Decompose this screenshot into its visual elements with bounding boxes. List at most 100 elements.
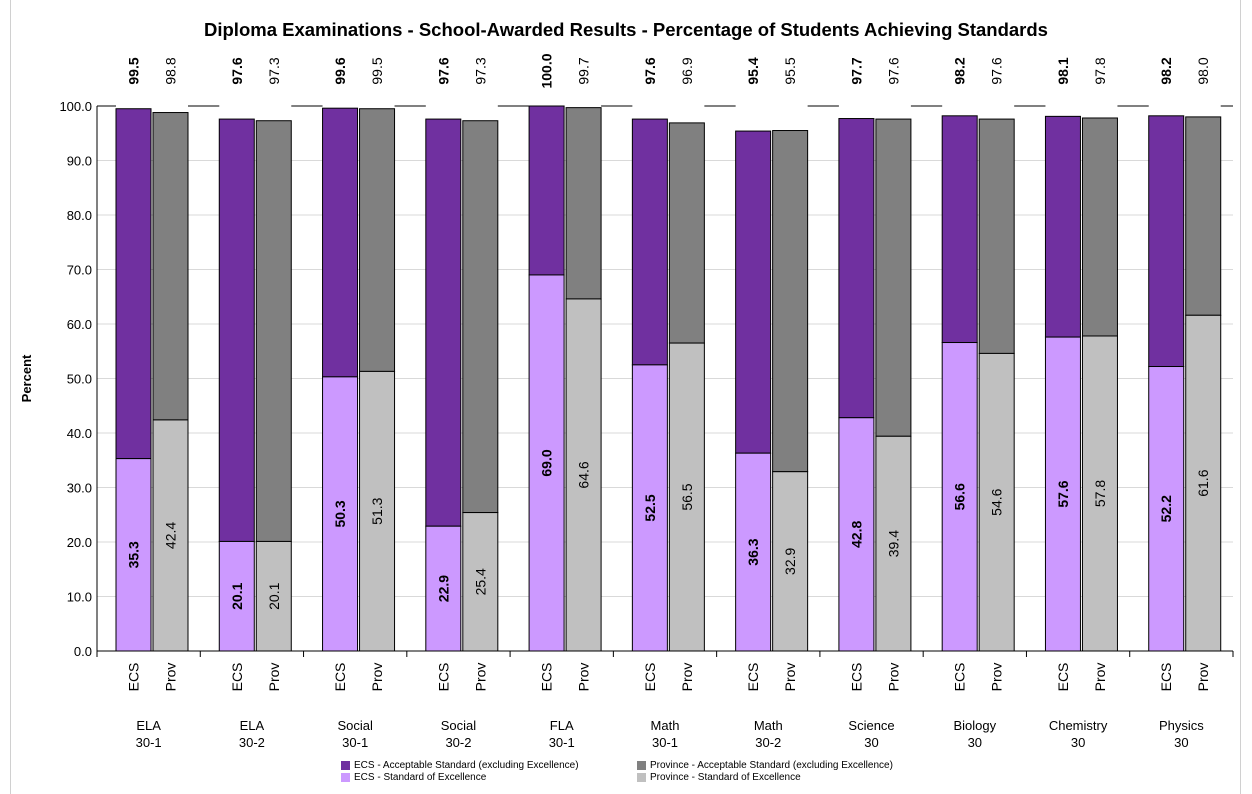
bar-category-label: Prov bbox=[163, 663, 179, 692]
bar-category-label: Prov bbox=[576, 663, 592, 692]
ecs-excellence-label: 69.0 bbox=[539, 449, 555, 476]
legend-item-ecs-acceptable: ECS - Acceptable Standard (excluding Exc… bbox=[341, 760, 579, 771]
prov-excellence-bar bbox=[978, 352, 1015, 652]
prov-acceptable-bar bbox=[1185, 116, 1222, 316]
ecs-acceptable-bar bbox=[528, 105, 565, 276]
chart-frame bbox=[10, 0, 1241, 794]
y-tick-label: 10.0 bbox=[67, 590, 92, 605]
course-level-label: 30 bbox=[864, 735, 878, 750]
ecs-acceptable-bar bbox=[1148, 115, 1185, 368]
legend-swatch bbox=[637, 773, 646, 782]
ecs-excellence-label: 42.8 bbox=[848, 521, 864, 548]
ecs-acceptable-bar bbox=[322, 107, 359, 378]
course-level-label: 30-2 bbox=[755, 735, 781, 750]
ecs-excellence-bar bbox=[735, 452, 772, 652]
prov-total-label: 97.6 bbox=[885, 57, 901, 84]
prov-excellence-label: 51.3 bbox=[369, 497, 385, 524]
bar-category-label: Prov bbox=[369, 663, 385, 692]
y-tick-label: 90.0 bbox=[67, 154, 92, 169]
course-name-label: ELA bbox=[136, 718, 161, 733]
ecs-excellence-bar bbox=[631, 364, 668, 652]
prov-total-label: 99.5 bbox=[369, 57, 385, 84]
ecs-total-label: 99.6 bbox=[332, 57, 348, 84]
ecs-total-label: 100.0 bbox=[539, 53, 555, 88]
prov-excellence-bar bbox=[565, 298, 602, 652]
ecs-acceptable-bar bbox=[838, 118, 875, 419]
ecs-excellence-label: 22.9 bbox=[435, 575, 451, 602]
y-tick-label: 80.0 bbox=[67, 208, 92, 223]
prov-total-label: 95.5 bbox=[782, 57, 798, 84]
prov-excellence-bar bbox=[1185, 314, 1222, 652]
course-level-label: 30-1 bbox=[549, 735, 575, 750]
bar-category-label: Prov bbox=[989, 663, 1005, 692]
legend-label: ECS - Acceptable Standard (excluding Exc… bbox=[354, 760, 579, 771]
ecs-total-label: 98.2 bbox=[952, 57, 968, 84]
ecs-excellence-bar bbox=[528, 274, 565, 652]
prov-acceptable-bar bbox=[565, 107, 602, 300]
y-tick-label: 40.0 bbox=[67, 426, 92, 441]
course-level-label: 30-1 bbox=[652, 735, 678, 750]
bar-category-label: ECS bbox=[1055, 663, 1071, 692]
ecs-acceptable-bar bbox=[115, 108, 152, 460]
ecs-excellence-bar bbox=[1044, 336, 1081, 652]
ecs-excellence-label: 57.6 bbox=[1055, 480, 1071, 507]
prov-total-label: 97.6 bbox=[989, 57, 1005, 84]
bar-category-label: Prov bbox=[266, 663, 282, 692]
ecs-total-label: 97.6 bbox=[229, 57, 245, 84]
prov-acceptable-bar bbox=[462, 120, 499, 514]
bar-category-label: Prov bbox=[782, 663, 798, 692]
ecs-excellence-label: 20.1 bbox=[229, 582, 245, 609]
ecs-total-label: 98.2 bbox=[1158, 57, 1174, 84]
bar-category-label: Prov bbox=[1092, 663, 1108, 692]
prov-excellence-bar bbox=[875, 435, 912, 652]
prov-acceptable-bar bbox=[772, 130, 809, 473]
course-name-label: Physics bbox=[1159, 718, 1204, 733]
legend-label: Province - Acceptable Standard (excludin… bbox=[650, 760, 893, 771]
prov-excellence-label: 57.8 bbox=[1092, 480, 1108, 507]
bar-category-label: Prov bbox=[472, 663, 488, 692]
course-name-label: Chemistry bbox=[1049, 718, 1108, 733]
bar-category-label: ECS bbox=[126, 663, 142, 692]
ecs-total-label: 97.7 bbox=[848, 57, 864, 84]
bar-category-label: Prov bbox=[885, 663, 901, 692]
bar-category-label: ECS bbox=[332, 663, 348, 692]
ecs-acceptable-bar bbox=[941, 115, 978, 344]
prov-excellence-bar bbox=[772, 471, 809, 652]
prov-acceptable-bar bbox=[875, 118, 912, 437]
prov-total-label: 99.7 bbox=[576, 57, 592, 84]
ecs-total-label: 97.6 bbox=[642, 57, 658, 84]
prov-excellence-label: 56.5 bbox=[679, 483, 695, 510]
prov-excellence-label: 25.4 bbox=[472, 568, 488, 595]
bar-category-label: Prov bbox=[679, 663, 695, 692]
course-level-label: 30-1 bbox=[136, 735, 162, 750]
bar-category-label: ECS bbox=[642, 663, 658, 692]
legend-swatch bbox=[341, 773, 350, 782]
bar-category-label: ECS bbox=[952, 663, 968, 692]
course-name-label: Social bbox=[337, 718, 373, 733]
course-name-label: Math bbox=[651, 718, 680, 733]
bar-category-label: ECS bbox=[435, 663, 451, 692]
course-level-label: 30 bbox=[1174, 735, 1188, 750]
legend-item-province-acceptable: Province - Acceptable Standard (excludin… bbox=[637, 760, 893, 771]
legend: ECS - Acceptable Standard (excluding Exc… bbox=[341, 760, 961, 786]
legend-item-ecs-excellence: ECS - Standard of Excellence bbox=[341, 772, 486, 783]
y-tick-label: 0.0 bbox=[74, 644, 92, 659]
ecs-total-label: 95.4 bbox=[745, 57, 761, 84]
bar-category-label: ECS bbox=[539, 663, 555, 692]
course-name-label: Social bbox=[441, 718, 477, 733]
ecs-excellence-label: 52.2 bbox=[1158, 495, 1174, 522]
chart-plot: 0.0 10.0 20.0 30.0 40.0 50.0 60.0 70.0 80.0 90.0 1… bbox=[19, 53, 1234, 750]
y-tick-label: 70.0 bbox=[67, 263, 92, 278]
prov-excellence-bar bbox=[668, 342, 705, 652]
prov-acceptable-bar bbox=[668, 122, 705, 344]
ecs-excellence-label: 35.3 bbox=[126, 541, 142, 568]
prov-excellence-bar bbox=[1081, 335, 1118, 652]
prov-excellence-label: 64.6 bbox=[576, 461, 592, 488]
ecs-total-label: 99.5 bbox=[126, 57, 142, 84]
prov-acceptable-bar bbox=[255, 120, 292, 542]
course-level-label: 30-1 bbox=[342, 735, 368, 750]
prov-excellence-label: 54.6 bbox=[989, 488, 1005, 515]
y-tick-label: 50.0 bbox=[67, 372, 92, 387]
y-tick-label: 20.0 bbox=[67, 535, 92, 550]
prov-excellence-label: 32.9 bbox=[782, 548, 798, 575]
